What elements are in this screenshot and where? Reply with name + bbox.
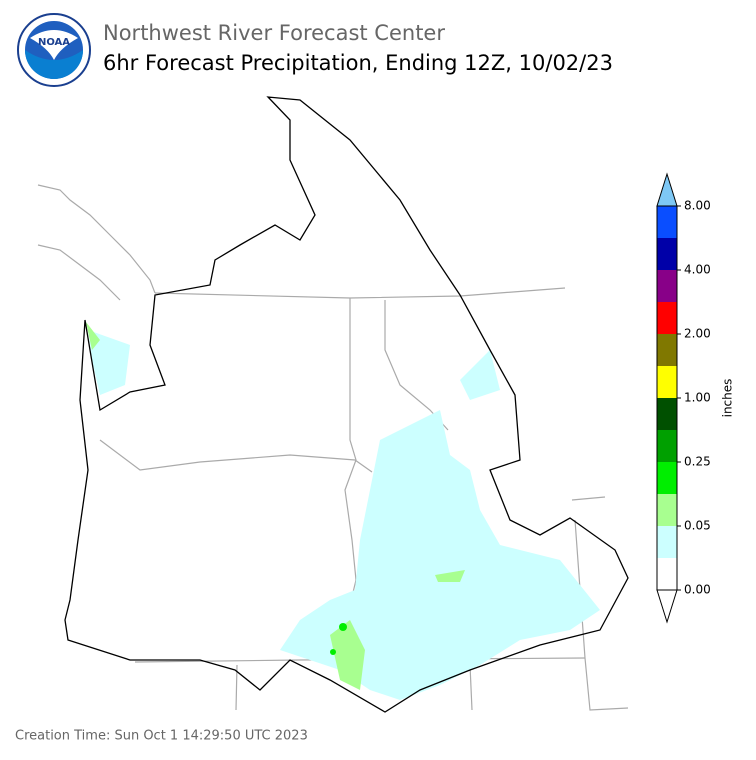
colorbar-segment [657, 526, 677, 558]
colorbar-tick-label: 1.00 [684, 391, 711, 405]
colorbar-tick-label: 0.25 [684, 455, 711, 469]
colorbar-segment [657, 270, 677, 302]
colorbar-tick-label: 8.00 [684, 199, 711, 213]
colorbar-under [656, 589, 678, 624]
colorbar-segment [657, 398, 677, 430]
map [37, 96, 629, 713]
colorbar-over [656, 172, 678, 207]
colorbar-tick-label: 2.00 [684, 327, 711, 341]
colorbar-tick-label: 0.00 [684, 583, 711, 597]
precip-areas [86, 322, 600, 700]
colorbar-segment [657, 558, 677, 590]
colorbar-tick-label: 0.05 [684, 519, 711, 533]
colorbar-segment [657, 334, 677, 366]
logo-text: NOAA [38, 37, 70, 48]
creation-time: Creation Time: Sun Oct 1 14:29:50 UTC 20… [15, 729, 308, 744]
colorbar: 0.00 0.05 0.25 1.00 2.00 4.00 8.00 [656, 172, 711, 624]
colorbar-label: inches [721, 379, 735, 418]
colorbar-segment [657, 494, 677, 526]
colorbar-segment [657, 238, 677, 270]
colorbar-segment [657, 462, 677, 494]
subtitle: 6hr Forecast Precipitation, Ending 12Z, … [103, 51, 613, 75]
title: Northwest River Forecast Center [103, 21, 445, 45]
colorbar-segment [657, 206, 677, 238]
colorbar-segment [657, 302, 677, 334]
colorbar-tick-label: 4.00 [684, 263, 711, 277]
colorbar-segment [657, 430, 677, 462]
noaa-logo: NOAA [17, 13, 91, 87]
basin-outline [64, 96, 629, 713]
colorbar-segment [657, 366, 677, 398]
